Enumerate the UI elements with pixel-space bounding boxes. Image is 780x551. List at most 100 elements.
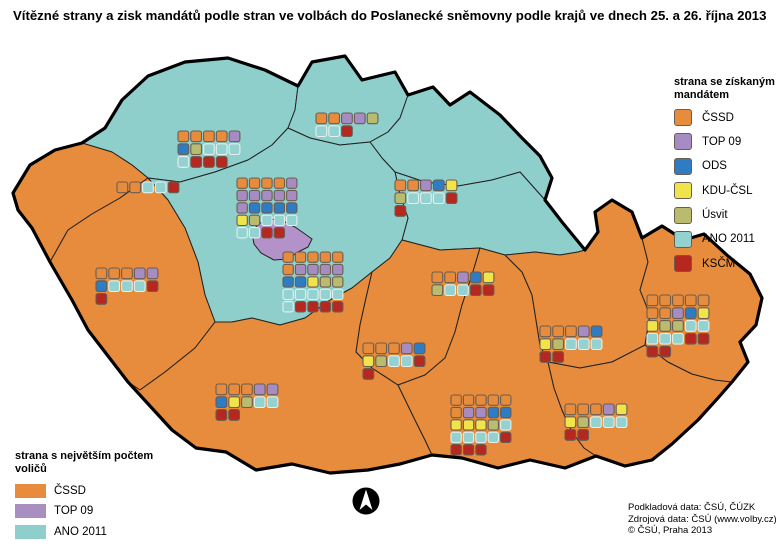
mandate-square-zlinsky-cssd bbox=[590, 403, 602, 416]
mandate-square-vysocina-ano bbox=[388, 355, 400, 368]
legend-mandates-item-kdu: KDU-ČSL bbox=[674, 182, 778, 200]
mandate-square-jihomoravsky-ods bbox=[500, 406, 512, 419]
legend-winner-item-top09: TOP 09 bbox=[15, 504, 165, 519]
mandate-square-karlovarsky-ano bbox=[142, 181, 154, 194]
mandate-square-zlinsky-kscm bbox=[577, 429, 590, 441]
mandate-square-olomoucky-ano bbox=[590, 338, 603, 351]
mandate-square-ustecky-ano bbox=[215, 143, 228, 156]
mandate-square-plzensky-ods bbox=[95, 280, 108, 293]
mandate-square-plzensky-top09 bbox=[133, 267, 146, 280]
mandate-square-plzensky-top09 bbox=[146, 267, 159, 280]
winner-color-swatch bbox=[15, 483, 46, 498]
mandate-square-praha-top09 bbox=[261, 189, 273, 202]
mandate-square-stredocesky-ods bbox=[282, 276, 294, 288]
mandate-square-jihomoravsky-ano bbox=[475, 431, 487, 444]
mandate-square-pardubicky-usvit bbox=[431, 284, 444, 297]
attribution-line: Zdrojová data: ČSÚ (www.volby.cz) bbox=[628, 513, 777, 525]
mandate-square-moravskoslezsky-kdu bbox=[646, 320, 659, 332]
mandate-square-stredocesky-usvit bbox=[319, 276, 332, 288]
mandate-square-moravskoslezsky-kscm bbox=[646, 345, 659, 358]
mandate-square-moravskoslezsky-usvit bbox=[672, 320, 684, 332]
mandate-square-jihocesky-top09 bbox=[266, 383, 279, 396]
mandate-square-praha-ano bbox=[286, 214, 298, 227]
mandate-square-jihomoravsky-cssd bbox=[450, 406, 462, 419]
page-title: Vítězné strany a zisk mandátů podle stra… bbox=[13, 8, 767, 23]
mandate-square-plzensky-cssd bbox=[95, 267, 108, 280]
mandate-square-pardubicky-ano bbox=[457, 284, 469, 297]
legend-mandates-item-ods: ODS bbox=[674, 157, 778, 175]
mandate-square-praha-kscm bbox=[261, 227, 273, 239]
mandate-square-moravskoslezsky-cssd bbox=[646, 294, 659, 307]
mandate-square-stredocesky-ano bbox=[332, 288, 344, 301]
mandate-square-stredocesky-top09 bbox=[319, 263, 332, 276]
mandate-square-karlovarsky-cssd bbox=[116, 181, 129, 194]
mandate-square-liberecky-cssd bbox=[315, 112, 328, 125]
mandate-square-vysocina-top09 bbox=[400, 342, 413, 355]
mandate-square-ustecky-usvit bbox=[190, 143, 203, 156]
mandate-square-stredocesky-cssd bbox=[332, 251, 344, 263]
mandate-square-praha-usvit bbox=[248, 214, 261, 227]
mandate-square-ustecky-top09 bbox=[228, 130, 241, 143]
legend-winner-item-cssd: ČSSD bbox=[15, 483, 165, 498]
mandate-square-stredocesky-kscm bbox=[294, 301, 307, 313]
mandate-square-pardubicky-cssd bbox=[444, 271, 457, 284]
party-color-swatch bbox=[674, 157, 692, 175]
party-color-swatch bbox=[674, 255, 692, 273]
mandate-square-stredocesky-kscm bbox=[307, 301, 319, 313]
mandate-square-praha-ano bbox=[248, 227, 261, 239]
mandate-square-stredocesky-ano bbox=[282, 288, 294, 301]
legend-winner-item-ano: ANO 2011 bbox=[15, 524, 165, 539]
mandate-square-jihomoravsky-kdu bbox=[475, 419, 487, 431]
mandate-square-olomoucky-ano bbox=[577, 338, 590, 351]
mandate-square-stredocesky-top09 bbox=[332, 263, 344, 276]
mandate-square-liberecky-ano bbox=[328, 125, 341, 138]
mandate-square-plzensky-ano bbox=[108, 280, 121, 293]
mandate-square-praha-kdu bbox=[236, 214, 248, 227]
mandate-square-ustecky-ods bbox=[177, 143, 190, 156]
mandate-square-jihocesky-cssd bbox=[228, 383, 241, 396]
mandate-square-jihocesky-ano bbox=[253, 396, 266, 409]
party-label: TOP 09 bbox=[54, 505, 94, 517]
mandate-square-olomoucky-ods bbox=[590, 325, 603, 338]
party-label: KSČM bbox=[702, 257, 736, 270]
mandate-square-ustecky-kscm bbox=[215, 156, 228, 168]
party-color-swatch bbox=[674, 206, 692, 224]
mandate-square-stredocesky-cssd bbox=[294, 251, 307, 263]
mandate-square-kralovehradecky-top09 bbox=[420, 179, 432, 192]
mandate-square-moravskoslezsky-cssd bbox=[646, 307, 659, 320]
mandate-square-ustecky-cssd bbox=[190, 130, 203, 143]
mandate-square-praha-ods bbox=[273, 202, 286, 214]
party-color-swatch bbox=[674, 109, 692, 126]
mandate-square-jihomoravsky-cssd bbox=[462, 394, 475, 406]
mandate-square-jihomoravsky-top09 bbox=[475, 406, 487, 419]
mandate-square-stredocesky-top09 bbox=[294, 263, 307, 276]
mandate-square-jihocesky-cssd bbox=[241, 383, 253, 396]
winner-color-swatch bbox=[15, 504, 46, 518]
mandate-square-jihocesky-usvit bbox=[241, 396, 253, 409]
party-label: KDU-ČSL bbox=[702, 184, 753, 197]
mandate-square-jihocesky-kdu bbox=[228, 396, 241, 409]
party-label: ČSSD bbox=[702, 111, 734, 124]
mandate-square-jihomoravsky-top09 bbox=[462, 406, 475, 419]
mandate-square-moravskoslezsky-cssd bbox=[659, 307, 672, 320]
legend-mandates-items: ČSSD TOP 09 ODS KDU-ČSL Úsvit ANO 2011 KSČM bbox=[674, 109, 778, 273]
mandate-square-moravskoslezsky-kscm bbox=[697, 332, 710, 345]
legend-mandates-item-usvit: Úsvit bbox=[674, 206, 778, 224]
mandate-square-liberecky-cssd bbox=[328, 112, 341, 125]
mandate-square-vysocina-kscm bbox=[362, 368, 375, 380]
mandate-square-karlovarsky-cssd bbox=[129, 181, 142, 194]
mandate-square-vysocina-cssd bbox=[388, 342, 400, 355]
mandate-square-moravskoslezsky-ods bbox=[684, 307, 697, 320]
mandate-square-praha-ano bbox=[261, 214, 273, 227]
mandate-square-zlinsky-kscm bbox=[564, 429, 577, 441]
mandate-square-kralovehradecky-kscm bbox=[445, 192, 458, 205]
mandate-square-moravskoslezsky-ano bbox=[697, 320, 710, 332]
mandate-square-kralovehradecky-kdu bbox=[445, 179, 458, 192]
mandate-square-ustecky-cssd bbox=[215, 130, 228, 143]
mandate-square-ustecky-ano bbox=[228, 143, 241, 156]
mandate-square-jihomoravsky-ods bbox=[487, 406, 500, 419]
mandate-square-jihomoravsky-ano bbox=[487, 431, 500, 444]
mandate-square-jihomoravsky-cssd bbox=[450, 394, 462, 406]
mandate-square-kralovehradecky-usvit bbox=[394, 192, 407, 205]
mandate-square-praha-kscm bbox=[273, 227, 286, 239]
